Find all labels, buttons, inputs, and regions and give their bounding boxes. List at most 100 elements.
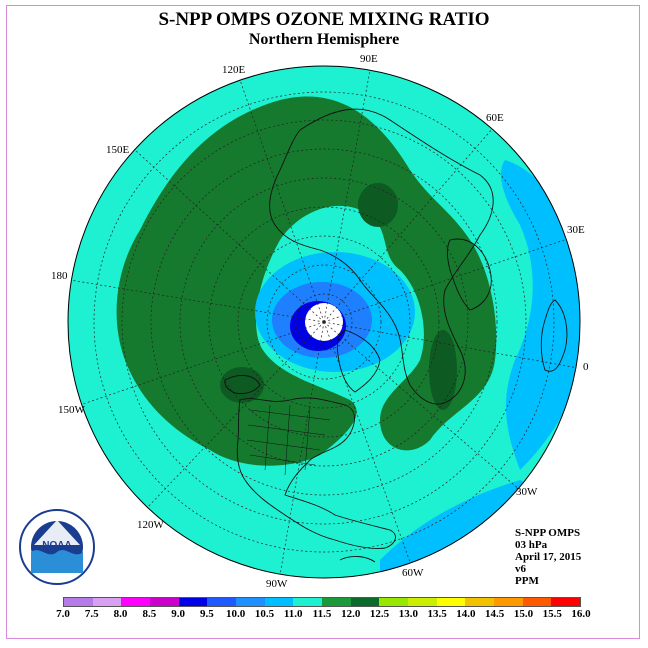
colorbar-swatch bbox=[379, 598, 409, 606]
colorbar-tick-label: 13.5 bbox=[427, 608, 447, 620]
meridians bbox=[69, 69, 579, 576]
lat-circle-50 bbox=[208, 206, 440, 438]
lon-label-120w: 120W bbox=[137, 519, 164, 531]
lon-label-120e: 120E bbox=[222, 64, 246, 76]
colorbar-swatch bbox=[121, 598, 151, 606]
lon-label-30w: 30W bbox=[516, 486, 538, 498]
state-line-b bbox=[247, 424, 326, 436]
colorbar-tick-label: 11.5 bbox=[312, 608, 332, 620]
colorbar-swatch bbox=[436, 598, 466, 606]
coast-greenland bbox=[336, 329, 381, 393]
colorbar-tick-label: 12.5 bbox=[369, 608, 390, 620]
coast-africa bbox=[540, 299, 568, 372]
page-subtitle: Northern Hemisphere bbox=[248, 31, 400, 48]
colorbar-swatch bbox=[494, 598, 523, 606]
coast-caribbean bbox=[339, 556, 376, 563]
noaa-logo: NOAA bbox=[19, 509, 95, 585]
lat-circle-40 bbox=[179, 177, 469, 467]
state-line-c bbox=[246, 439, 321, 451]
colorbar-tick-label: 9.5 bbox=[200, 608, 214, 620]
colorbar-tick-label: 10.0 bbox=[226, 608, 246, 620]
meridian-30e bbox=[323, 237, 571, 323]
coastlines bbox=[224, 108, 568, 563]
lon-label-0: 0 bbox=[583, 361, 589, 373]
colorbar-swatch bbox=[150, 598, 179, 606]
state-line-e bbox=[264, 404, 271, 471]
map-boundary bbox=[67, 65, 581, 579]
colorbar-swatch bbox=[64, 598, 93, 606]
info-level: 03 hPa bbox=[515, 539, 548, 551]
colorbar-swatch bbox=[207, 598, 237, 606]
colorbar-tick-label: 7.0 bbox=[56, 608, 70, 620]
meridian-120e bbox=[239, 79, 325, 323]
colorbar-swatch bbox=[293, 598, 323, 606]
info-version: v6 bbox=[515, 563, 526, 575]
meridian-90e bbox=[323, 69, 371, 323]
colorbar bbox=[63, 597, 581, 607]
lat-circle-10 bbox=[93, 91, 555, 553]
colorbar-swatch bbox=[522, 598, 552, 606]
lat-circle-80 bbox=[295, 293, 353, 351]
colorbar-tick-label: 14.0 bbox=[456, 608, 476, 620]
lon-label-90w: 90W bbox=[266, 578, 288, 590]
lon-label-150e: 150E bbox=[106, 144, 130, 156]
colorbar-tick-label: 8.0 bbox=[113, 608, 128, 620]
colorbar-swatch bbox=[551, 598, 581, 606]
page-title: S-NPP OMPS OZONE MIXING RATIO bbox=[158, 9, 490, 30]
lon-label-90e: 90E bbox=[360, 53, 378, 65]
colorbar-tick-label: 14.5 bbox=[485, 608, 505, 620]
colorbar-swatch bbox=[236, 598, 265, 606]
coast-europe bbox=[446, 238, 492, 311]
lon-label-180: 180 bbox=[51, 270, 68, 282]
colorbar-swatch bbox=[92, 598, 122, 606]
colorbar-tick-label: 16.0 bbox=[571, 608, 591, 620]
info-date: April 17, 2015 bbox=[515, 551, 582, 563]
meridian-60w bbox=[323, 321, 411, 563]
colorbar-swatch bbox=[264, 598, 294, 606]
colorbar-tick-label: 9.0 bbox=[171, 608, 185, 620]
peak-west bbox=[220, 367, 264, 403]
lon-label-60w: 60W bbox=[402, 567, 424, 579]
colorbar-swatch bbox=[178, 598, 208, 606]
low-region-east bbox=[501, 160, 580, 470]
lat-circle-30 bbox=[150, 148, 498, 496]
state-line-a bbox=[249, 409, 331, 421]
lon-label-30e: 30E bbox=[567, 224, 585, 236]
colorbar-tick-label: 11.0 bbox=[283, 608, 303, 620]
us-state-lines bbox=[246, 404, 331, 476]
colorbar-swatch bbox=[350, 598, 380, 606]
colorbar-swatch bbox=[408, 598, 437, 606]
plot-frame bbox=[6, 5, 640, 639]
state-line-f bbox=[284, 404, 291, 476]
info-block: S-NPP OMPS 03 hPa April 17, 2015 v6 PPM bbox=[515, 527, 581, 587]
coast-eurasia bbox=[269, 108, 494, 405]
peak-north bbox=[358, 183, 398, 227]
meridian-120w bbox=[144, 321, 325, 511]
lat-circle-20 bbox=[121, 119, 527, 525]
state-line-g bbox=[304, 407, 311, 471]
coast-alaska bbox=[224, 374, 261, 395]
lat-circle-70 bbox=[266, 264, 382, 380]
lat-circle-60 bbox=[237, 235, 411, 409]
state-line-d bbox=[249, 454, 316, 466]
lon-label-150w: 150W bbox=[58, 404, 85, 416]
colorbar-tick-label: 15.0 bbox=[513, 608, 534, 620]
meridian-150e bbox=[134, 149, 325, 323]
colorbar-tick-label: 10.5 bbox=[254, 608, 275, 620]
colorbar-swatch bbox=[465, 598, 495, 606]
colorbar-swatch bbox=[322, 598, 351, 606]
colorbar-tick-label: 15.5 bbox=[542, 608, 562, 620]
info-units: PPM bbox=[515, 575, 539, 587]
colorbar-tick-label: 8.5 bbox=[142, 608, 157, 620]
coast-north-america bbox=[236, 397, 396, 549]
colorbar-tick-label: 12.0 bbox=[341, 608, 361, 620]
colorbar-tick-label: 7.5 bbox=[84, 608, 99, 620]
lon-label-60e: 60E bbox=[486, 112, 504, 124]
info-instrument: S-NPP OMPS bbox=[515, 527, 581, 539]
peak-east bbox=[429, 330, 457, 410]
high-band bbox=[116, 96, 497, 466]
latitude-circles bbox=[93, 91, 555, 553]
colorbar-tick-label: 13.0 bbox=[398, 608, 418, 620]
